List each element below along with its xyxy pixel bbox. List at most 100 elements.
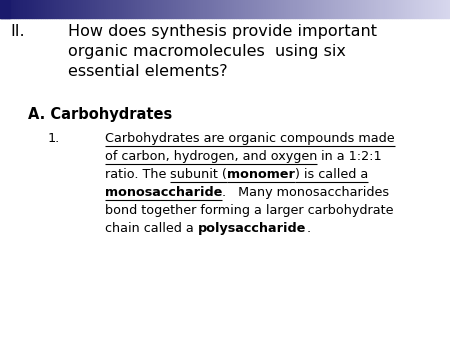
Bar [279, 0, 281, 18]
Bar [202, 0, 205, 18]
Bar [436, 0, 439, 18]
Bar [403, 0, 405, 18]
Bar [86, 0, 88, 18]
Bar [320, 0, 322, 18]
Bar [126, 0, 128, 18]
Bar [160, 0, 162, 18]
Bar [11, 0, 13, 18]
Bar [234, 0, 236, 18]
Bar [256, 0, 259, 18]
Bar [119, 0, 122, 18]
Bar [344, 0, 346, 18]
Bar [236, 0, 238, 18]
Bar [70, 0, 72, 18]
Bar [194, 0, 196, 18]
Bar [326, 0, 328, 18]
Bar [27, 0, 29, 18]
Bar [130, 0, 133, 18]
Bar [50, 0, 52, 18]
Bar [151, 0, 153, 18]
Text: monomer: monomer [227, 168, 295, 181]
Bar [261, 0, 263, 18]
Bar [252, 0, 254, 18]
Bar [268, 0, 270, 18]
Bar [97, 0, 99, 18]
Bar [63, 0, 65, 18]
Bar [209, 0, 211, 18]
Bar [38, 0, 40, 18]
Bar [76, 0, 79, 18]
Bar [340, 0, 342, 18]
Bar [387, 0, 389, 18]
Text: ratio. The: ratio. The [105, 168, 171, 181]
Bar [16, 0, 18, 18]
Bar [313, 0, 315, 18]
Bar [416, 0, 418, 18]
Bar [191, 0, 194, 18]
Bar [101, 0, 104, 18]
Bar [412, 0, 414, 18]
Bar [238, 0, 241, 18]
Bar [45, 0, 47, 18]
Bar [398, 0, 400, 18]
Bar [88, 0, 90, 18]
Bar [396, 0, 398, 18]
Bar [441, 0, 443, 18]
Bar [382, 0, 385, 18]
Bar [207, 0, 209, 18]
Bar [25, 0, 27, 18]
Bar [112, 0, 115, 18]
Bar [306, 0, 308, 18]
Bar [158, 0, 160, 18]
Bar [331, 0, 333, 18]
Bar [40, 0, 43, 18]
Bar [20, 0, 22, 18]
Bar [0, 0, 2, 18]
Bar [189, 0, 191, 18]
Bar [405, 0, 407, 18]
Bar [58, 0, 61, 18]
Bar [376, 0, 378, 18]
Text: in a 1:2:1: in a 1:2:1 [317, 150, 382, 163]
Bar [220, 0, 223, 18]
Bar [74, 0, 76, 18]
Bar [115, 0, 117, 18]
Bar [367, 0, 369, 18]
Bar [4, 0, 7, 18]
Bar [392, 0, 394, 18]
Bar [72, 0, 74, 18]
Bar [90, 0, 92, 18]
Bar [212, 0, 214, 18]
Bar [47, 0, 50, 18]
Bar [364, 0, 367, 18]
Bar [146, 0, 148, 18]
Bar [434, 0, 436, 18]
Bar [432, 0, 434, 18]
Text: Carbohydrates are organic compounds made: Carbohydrates are organic compounds made [105, 132, 395, 145]
Bar [362, 0, 364, 18]
Bar [230, 0, 232, 18]
Bar [162, 0, 164, 18]
Bar [2, 0, 4, 18]
Bar [196, 0, 198, 18]
Bar [272, 0, 274, 18]
Bar [36, 0, 38, 18]
Text: ) is called a: ) is called a [295, 168, 369, 181]
Bar [304, 0, 306, 18]
Bar [54, 0, 56, 18]
Bar [153, 0, 155, 18]
Bar [342, 0, 344, 18]
Bar [83, 0, 86, 18]
Bar [232, 0, 234, 18]
Bar [274, 0, 277, 18]
Bar [29, 0, 32, 18]
Bar [394, 0, 396, 18]
Bar [7, 0, 9, 18]
Bar [356, 0, 358, 18]
Bar [178, 0, 180, 18]
Bar [225, 0, 227, 18]
Bar [425, 0, 428, 18]
Bar [263, 0, 266, 18]
Bar [266, 0, 268, 18]
Bar [448, 0, 450, 18]
